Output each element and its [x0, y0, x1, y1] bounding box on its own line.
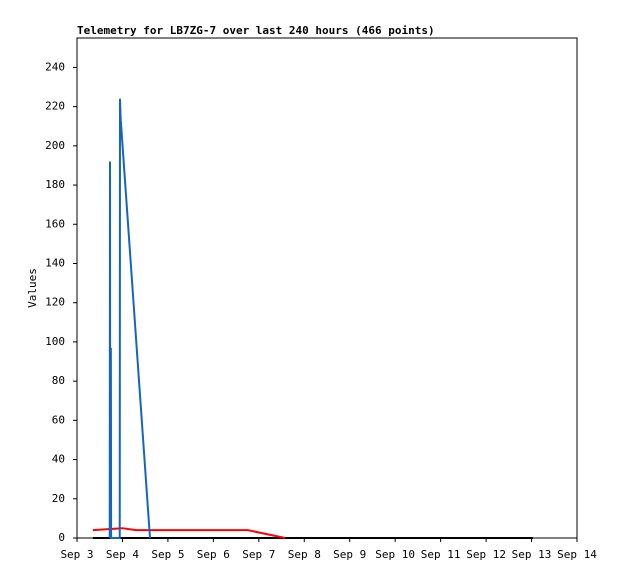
x-tick-label: Sep 13: [512, 548, 552, 561]
x-tick-label: Sep 14: [557, 548, 597, 561]
x-tick-label: Sep 6: [197, 548, 230, 561]
x-tick-label: Sep 8: [288, 548, 321, 561]
y-tick-label: 140: [45, 256, 65, 269]
y-tick-label: 120: [45, 296, 65, 309]
x-tick-label: Sep 7: [242, 548, 275, 561]
series-line: [108, 98, 151, 539]
y-tick-label: 180: [45, 178, 65, 191]
plot-frame: [76, 37, 578, 539]
y-tick-label: 80: [52, 374, 65, 387]
x-tick-label: Sep 3: [60, 548, 93, 561]
y-tick-label: 220: [45, 100, 65, 113]
x-tick-label: Sep 9: [333, 548, 366, 561]
x-tick-label: Sep 5: [151, 548, 184, 561]
y-tick-label: 40: [52, 453, 65, 466]
x-tick-label: Sep 11: [421, 548, 461, 561]
x-tick-label: Sep 12: [466, 548, 506, 561]
series-line: [92, 527, 286, 539]
y-tick-label: 20: [52, 492, 65, 505]
y-tick-label: 160: [45, 217, 65, 230]
y-tick-label: 100: [45, 335, 65, 348]
y-tick-label: 200: [45, 139, 65, 152]
y-tick-label: 240: [45, 60, 65, 73]
y-tick-label: 60: [52, 413, 65, 426]
y-axis-label: Values: [26, 268, 39, 308]
chart-title: Telemetry for LB7ZG-7 over last 240 hour…: [77, 24, 435, 37]
x-tick-label: Sep 10: [375, 548, 415, 561]
y-tick-label: 0: [58, 531, 65, 544]
x-tick-label: Sep 4: [106, 548, 139, 561]
